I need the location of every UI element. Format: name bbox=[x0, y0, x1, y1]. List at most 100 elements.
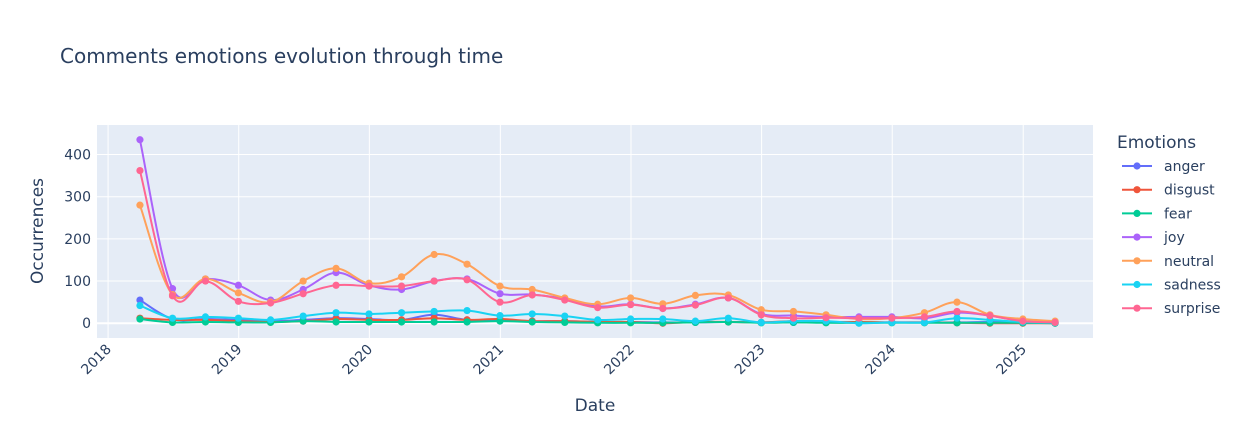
data-point-surprise[interactable] bbox=[627, 301, 635, 309]
legend-swatch-marker bbox=[1133, 233, 1141, 241]
data-point-surprise[interactable] bbox=[594, 304, 602, 312]
data-point-neutral[interactable] bbox=[496, 282, 504, 290]
legend-swatch-marker bbox=[1133, 257, 1141, 265]
y-tick-label: 100 bbox=[64, 274, 91, 290]
data-point-fear[interactable] bbox=[136, 315, 144, 323]
x-axis-title: Date bbox=[575, 396, 616, 416]
data-point-fear[interactable] bbox=[299, 317, 307, 325]
data-point-neutral[interactable] bbox=[136, 201, 144, 209]
y-tick-label: 200 bbox=[64, 232, 91, 248]
data-point-sadness[interactable] bbox=[627, 315, 635, 323]
legend-item-fear[interactable]: fear bbox=[1122, 206, 1192, 222]
data-point-surprise[interactable] bbox=[136, 166, 144, 175]
data-point-fear[interactable] bbox=[496, 317, 504, 325]
data-point-surprise[interactable] bbox=[528, 291, 536, 299]
data-point-neutral[interactable] bbox=[627, 294, 635, 302]
y-tick-label: 300 bbox=[64, 190, 91, 206]
data-point-joy[interactable] bbox=[136, 136, 144, 144]
data-point-surprise[interactable] bbox=[986, 312, 994, 320]
data-point-surprise[interactable] bbox=[691, 301, 699, 309]
data-point-surprise[interactable] bbox=[757, 311, 765, 319]
data-point-neutral[interactable] bbox=[463, 260, 471, 268]
data-point-surprise[interactable] bbox=[659, 304, 667, 313]
data-point-neutral[interactable] bbox=[430, 250, 438, 259]
y-axis-title: Occurrences bbox=[28, 178, 48, 284]
data-point-neutral[interactable] bbox=[528, 285, 536, 294]
data-point-surprise[interactable] bbox=[365, 282, 373, 290]
data-point-surprise[interactable] bbox=[855, 314, 863, 322]
data-point-sadness[interactable] bbox=[659, 315, 667, 323]
data-point-fear[interactable] bbox=[332, 318, 340, 326]
data-point-sadness[interactable] bbox=[201, 313, 210, 321]
data-point-surprise[interactable] bbox=[496, 298, 504, 306]
legend-item-sadness[interactable]: sadness bbox=[1122, 278, 1221, 294]
data-point-neutral[interactable] bbox=[332, 264, 340, 273]
legend-label: sadness bbox=[1164, 278, 1221, 294]
data-point-sadness[interactable] bbox=[920, 318, 929, 326]
data-point-joy[interactable] bbox=[496, 290, 504, 298]
data-point-surprise[interactable] bbox=[953, 307, 961, 316]
data-point-sadness[interactable] bbox=[430, 307, 438, 316]
data-point-neutral[interactable] bbox=[234, 289, 242, 297]
data-point-sadness[interactable] bbox=[397, 309, 406, 317]
data-point-surprise[interactable] bbox=[299, 290, 307, 298]
y-tick-label: 0 bbox=[82, 316, 91, 332]
data-point-sadness[interactable] bbox=[757, 318, 765, 326]
data-point-surprise[interactable] bbox=[430, 277, 438, 285]
data-point-surprise[interactable] bbox=[1019, 317, 1027, 325]
data-point-fear[interactable] bbox=[528, 318, 536, 326]
data-point-neutral[interactable] bbox=[691, 291, 699, 299]
data-point-surprise[interactable] bbox=[397, 282, 406, 290]
data-point-surprise[interactable] bbox=[463, 276, 471, 284]
data-point-sadness[interactable] bbox=[463, 306, 471, 315]
data-point-sadness[interactable] bbox=[496, 312, 504, 320]
data-point-neutral[interactable] bbox=[789, 307, 798, 316]
data-point-sadness[interactable] bbox=[234, 314, 242, 322]
legend-item-surprise[interactable]: surprise bbox=[1122, 301, 1220, 317]
legend-item-neutral[interactable]: neutral bbox=[1122, 254, 1214, 270]
data-point-fear[interactable] bbox=[463, 318, 471, 326]
data-point-neutral[interactable] bbox=[757, 306, 765, 314]
data-point-surprise[interactable] bbox=[1051, 318, 1059, 326]
data-point-sadness[interactable] bbox=[365, 310, 373, 318]
data-point-sadness[interactable] bbox=[136, 301, 144, 310]
data-point-surprise[interactable] bbox=[822, 314, 830, 322]
data-point-sadness[interactable] bbox=[691, 317, 699, 325]
data-point-sadness[interactable] bbox=[168, 314, 177, 322]
data-point-surprise[interactable] bbox=[168, 292, 177, 300]
data-point-sadness[interactable] bbox=[528, 310, 536, 318]
data-point-surprise[interactable] bbox=[789, 314, 798, 322]
data-point-sadness[interactable] bbox=[332, 309, 340, 317]
data-point-fear[interactable] bbox=[201, 318, 210, 326]
data-point-surprise[interactable] bbox=[201, 277, 210, 285]
legend-item-anger[interactable]: anger bbox=[1122, 159, 1205, 175]
data-point-sadness[interactable] bbox=[724, 314, 732, 322]
data-point-neutral[interactable] bbox=[397, 273, 406, 281]
data-point-surprise[interactable] bbox=[920, 313, 929, 321]
data-point-surprise[interactable] bbox=[266, 299, 275, 307]
legend-item-joy[interactable]: joy bbox=[1122, 230, 1185, 246]
data-point-anger[interactable] bbox=[136, 296, 144, 304]
legend-item-disgust[interactable]: disgust bbox=[1122, 183, 1215, 199]
data-point-fear[interactable] bbox=[561, 318, 569, 326]
data-point-sadness[interactable] bbox=[855, 319, 863, 327]
data-point-neutral[interactable] bbox=[953, 298, 961, 306]
data-point-fear[interactable] bbox=[430, 318, 438, 326]
y-tick-label: 400 bbox=[64, 148, 91, 164]
data-point-fear[interactable] bbox=[365, 318, 373, 326]
data-point-surprise[interactable] bbox=[888, 314, 896, 322]
data-point-fear[interactable] bbox=[397, 318, 406, 326]
data-point-sadness[interactable] bbox=[594, 316, 602, 324]
data-point-surprise[interactable] bbox=[332, 281, 340, 289]
x-tick-label: 2019 bbox=[209, 342, 246, 379]
data-point-sadness[interactable] bbox=[299, 312, 307, 320]
data-point-surprise[interactable] bbox=[234, 297, 242, 305]
data-point-sadness[interactable] bbox=[953, 314, 961, 322]
data-point-joy[interactable] bbox=[234, 281, 242, 289]
data-point-neutral[interactable] bbox=[299, 277, 307, 285]
data-point-surprise[interactable] bbox=[724, 294, 732, 302]
data-point-sadness[interactable] bbox=[561, 312, 569, 320]
data-point-sadness[interactable] bbox=[266, 316, 275, 324]
data-point-surprise[interactable] bbox=[561, 296, 569, 304]
